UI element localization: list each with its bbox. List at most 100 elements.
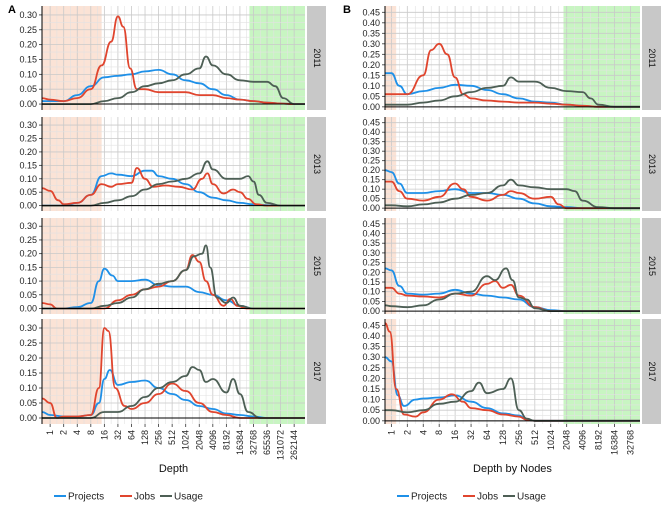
legend-label-usage: Usage [517,492,546,503]
x-tick-label: 64 [482,430,492,440]
y-tick-label: 0.20 [19,353,37,363]
y-tick-label: 0.45 [362,320,380,330]
y-tick-label: 0.35 [362,28,380,38]
x-tick-label: 2048 [562,430,572,450]
y-tick-label: 0.05 [19,290,37,300]
y-tick-label: 0.30 [362,352,380,362]
y-tick-label: 0.05 [362,194,380,204]
y-tick-label: 0.30 [362,39,380,49]
x-tick-label: 8 [434,430,444,435]
x-tick-label: 32 [113,430,123,440]
y-tick-label: 0.25 [19,133,37,143]
high-depth-band [249,218,305,314]
y-tick-label: 0.15 [362,277,380,287]
y-tick-label: 0.20 [19,249,37,259]
y-tick-label: 0.25 [362,363,380,373]
x-tick-label: 4 [72,430,82,435]
y-tick-label: 0.45 [362,7,380,17]
x-tick-label: 16384 [610,430,620,455]
facet-strip [642,319,661,424]
x-tick-label: 8192 [221,430,231,450]
x-tick-label: 8192 [594,430,604,450]
facet-strip [642,6,661,110]
x-tick-label: 256 [154,430,164,445]
legend-label-projects: Projects [411,492,447,503]
series-jobs-2013 [41,167,305,207]
series-usage-2015 [384,267,640,313]
facet-label: 2011 [647,48,657,67]
x-tick-label: 131072 [276,430,286,460]
series-usage-2017 [385,377,640,422]
y-tick-label: 0.10 [362,184,380,194]
facet-2013: 0.000.050.100.150.200.250.300.350.400.45… [362,117,661,213]
facet-2017: 0.00 0.05 0.10 0.15 0.20 0.25 0.30 2017 [19,319,326,424]
legend-label-usage: Usage [174,492,203,503]
y-tick-label: 0.40 [362,229,380,239]
high-depth-band [563,319,640,424]
series-projects-2013 [384,169,640,210]
y-tick-label: 0.45 [362,118,380,128]
x-tick-label: 512 [530,430,540,445]
panel-b: B0.000.050.100.150.200.250.300.350.400.4… [343,4,661,503]
x-tick-label: 16 [99,430,109,440]
y-tick-label: 0.30 [362,146,380,156]
facet-label: 2013 [647,154,657,174]
y-tick-label: 0.10 [362,81,380,91]
x-tick-label: 4 [418,430,428,435]
facet-strip [307,117,326,211]
y-tick-label: 0.10 [362,287,380,297]
y-tick-label: 0.15 [362,70,380,80]
y-tick-label: 0.10 [19,383,37,393]
x-tick-label: 1 [386,430,396,435]
y-tick-label: 0.35 [362,238,380,248]
low-depth-band [385,6,397,110]
y-tick-label: 0.40 [362,331,380,341]
y-tick-label: 0.00 [19,413,37,423]
high-depth-band [249,319,305,424]
facet-strip [642,218,661,314]
x-tick-label: 4096 [208,430,218,450]
facet-2011: 0.00 0.05 0.10 0.15 0.20 0.25 0.30 2011 [19,6,326,110]
low-depth-band [385,117,397,211]
low-depth-band [385,319,397,424]
y-tick-label: 0.00 [362,203,380,213]
y-tick-label: 0.15 [19,368,37,378]
facet-strip [642,117,661,211]
facet-label: 2015 [647,256,657,276]
x-axis-title: Depth [159,463,188,475]
high-depth-band [563,6,640,110]
y-tick-label: 0.30 [362,248,380,258]
y-tick-label: 0.25 [362,258,380,268]
series-projects-2015 [42,267,305,310]
y-tick-label: 0.10 [19,69,37,79]
x-tick-label: 65536 [262,430,272,455]
y-tick-label: 0.10 [19,276,37,286]
facet-2011: 0.000.050.100.150.200.250.300.350.400.45… [362,6,661,112]
y-tick-label: 0.05 [362,405,380,415]
x-tick-label: 512 [167,430,177,445]
high-depth-band [563,218,640,314]
y-tick-label: 0.10 [19,174,37,184]
y-tick-label: 0.15 [19,54,37,64]
y-tick-label: 0.00 [362,306,380,316]
facet-2013: 0.00 0.05 0.10 0.15 0.20 0.25 0.30 2013 [19,117,326,211]
y-tick-label: 0.10 [362,395,380,405]
facet-2015: 0.00 0.05 0.10 0.15 0.20 0.25 0.30 2015 [19,218,326,314]
x-tick-label: 256 [514,430,524,445]
y-tick-label: 0.15 [19,262,37,272]
y-tick-label: 0.35 [362,137,380,147]
x-tick-label: 16 [450,430,460,440]
y-tick-label: 0.30 [19,120,37,130]
x-tick-label: 2048 [194,430,204,450]
y-tick-label: 0.25 [19,25,37,35]
low-depth-band [385,218,397,314]
x-tick-label: 4096 [578,430,588,450]
y-tick-label: 0.25 [362,156,380,166]
series-jobs-2015 [385,280,640,313]
facet-label: 2015 [312,256,322,276]
y-tick-label: 0.20 [362,165,380,175]
x-tick-label: 64 [126,430,136,440]
panel-label: A [8,4,16,16]
y-tick-label: 0.20 [362,267,380,277]
